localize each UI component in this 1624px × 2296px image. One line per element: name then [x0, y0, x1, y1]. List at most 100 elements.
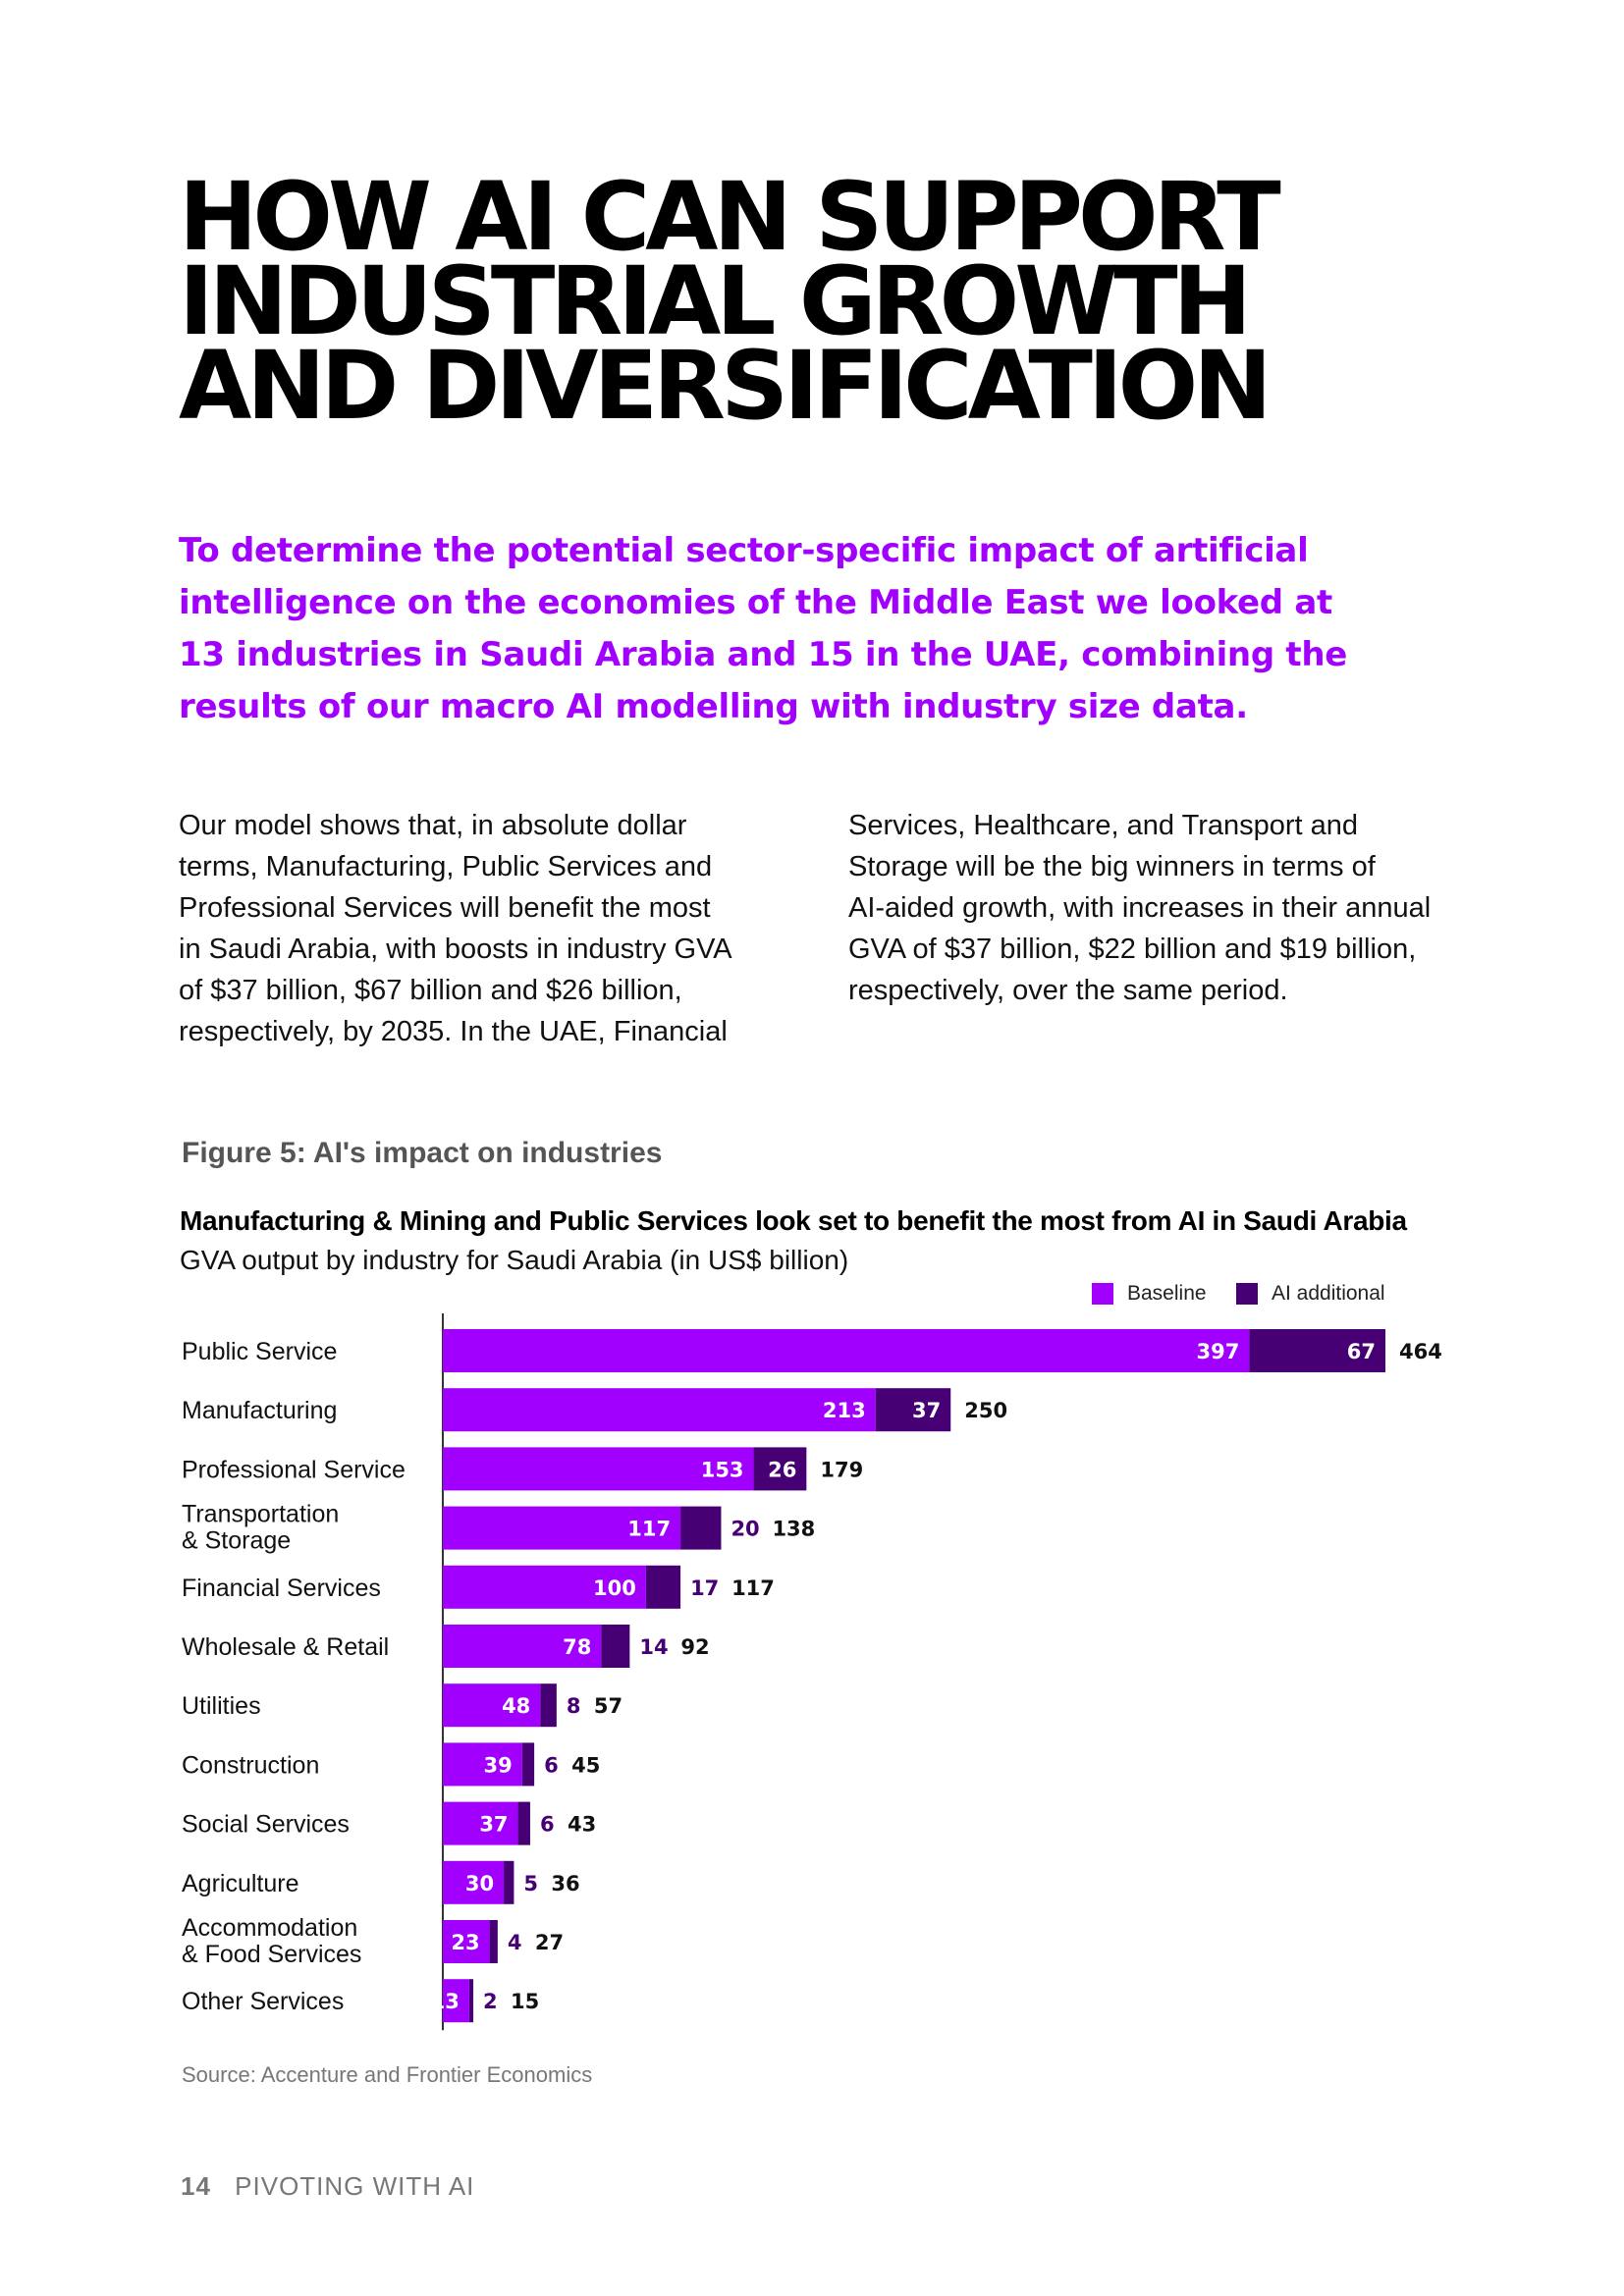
data-label-total: 57 — [594, 1694, 623, 1718]
body-line: respectively, by 2035. In the UAE, Finan… — [179, 1016, 728, 1047]
data-label-total: 45 — [571, 1753, 600, 1777]
intro-paragraph: To determine the potential sector-specif… — [179, 525, 1357, 733]
bar-baseline — [443, 1860, 505, 1904]
intro-line: 13 industries in Saudi Arabia and 15 in … — [179, 635, 1348, 674]
data-label-total: 15 — [511, 1990, 539, 2013]
figure-source: Source: Accenture and Frontier Economics — [182, 2062, 593, 2087]
data-label-total: 36 — [551, 1872, 579, 1896]
legend-item-baseline: Baseline — [1092, 1282, 1207, 1306]
data-label-ai-additional: 4 — [508, 1931, 522, 1954]
data-label-baseline: 37 — [479, 1813, 508, 1837]
category-label: Transportation — [182, 1501, 339, 1528]
page-number: 14 — [181, 2171, 211, 2201]
bar-baseline — [443, 1742, 522, 1787]
data-label-baseline: 117 — [627, 1518, 671, 1541]
body-line: respectively, over the same period. — [848, 975, 1288, 1006]
bar-baseline — [443, 1683, 541, 1728]
bar-baseline — [443, 1801, 518, 1845]
data-label-baseline: 48 — [502, 1694, 530, 1718]
data-label-ai-additional: 5 — [523, 1872, 538, 1896]
category-label: Social Services — [182, 1811, 350, 1839]
bar-ai-additional — [875, 1388, 951, 1432]
category-label: Financial Services — [182, 1575, 381, 1602]
category-label: Wholesale & Retail — [182, 1633, 389, 1661]
heading-line: AND DIVERSIFICATION — [179, 331, 1272, 441]
body-line: of $37 billion, $67 billion and $26 bill… — [179, 975, 682, 1006]
body-line: Our model shows that, in absolute dollar — [179, 810, 687, 841]
bar-baseline — [443, 1920, 490, 1963]
data-label-baseline: 23 — [451, 1931, 479, 1954]
data-label-baseline: 39 — [483, 1753, 512, 1777]
intro-line: To determine the potential sector-specif… — [179, 531, 1309, 570]
bar-ai-additional — [753, 1447, 807, 1491]
publication-name: PIVOTING WITH AI — [235, 2171, 475, 2201]
data-label-total: 43 — [568, 1813, 596, 1837]
data-label-total: 138 — [772, 1518, 815, 1541]
category-label: Construction — [182, 1751, 319, 1779]
bar-ai-additional — [489, 1920, 498, 1963]
body-column-right: Services, Healthcare, and Transport and … — [848, 805, 1477, 1011]
page-heading: HOW AI CAN SUPPORT INDUSTRIAL GROWTH AND… — [179, 162, 1475, 441]
data-label-baseline: 78 — [563, 1635, 591, 1659]
category-label: & Food Services — [182, 1941, 361, 1968]
bar-baseline — [443, 1388, 876, 1432]
bar-ai-additional — [1249, 1329, 1385, 1372]
legend-label-ai-additional: AI additional — [1272, 1282, 1385, 1305]
data-label-total: 92 — [680, 1635, 709, 1659]
data-label-ai-additional: 8 — [567, 1694, 581, 1718]
bar-ai-additional — [540, 1683, 557, 1728]
legend-swatch-ai-additional — [1236, 1283, 1258, 1305]
bar-ai-additional — [521, 1742, 535, 1787]
body-line: Services, Healthcare, and Transport and — [848, 810, 1359, 841]
bar-ai-additional — [517, 1801, 530, 1845]
data-label-total: 179 — [820, 1458, 863, 1481]
chart-subtitle: GVA output by industry for Saudi Arabia … — [180, 1245, 849, 1275]
bar-baseline — [443, 1979, 469, 2023]
category-label: Other Services — [182, 1988, 344, 2015]
category-label: & Storage — [182, 1527, 291, 1555]
bar-chart: Public Service 397 67 464 Manufacturing 213 37… — [182, 1313, 1442, 2031]
body-line: AI-aided growth, with increases in their… — [848, 892, 1432, 924]
data-label-total: 250 — [964, 1399, 1007, 1422]
data-label-ai-additional: 17 — [690, 1576, 719, 1600]
heading-line: INDUSTRIAL GROWTH — [179, 246, 1252, 356]
category-label: Public Service — [182, 1338, 337, 1365]
data-label-baseline: 213 — [823, 1399, 866, 1422]
body-column-left: Our model shows that, in absolute dollar… — [179, 805, 807, 1052]
data-label-ai-additional: 26 — [768, 1458, 796, 1481]
data-label-total: 464 — [1399, 1340, 1442, 1363]
legend-item-ai-additional: AI additional — [1236, 1282, 1385, 1306]
category-label: Agriculture — [182, 1870, 299, 1897]
figure-label: Figure 5: AI's impact on industries — [182, 1137, 663, 1169]
category-label: Utilities — [182, 1692, 261, 1720]
bar-baseline — [443, 1506, 681, 1550]
category-label: Professional Service — [182, 1456, 406, 1483]
data-label-baseline: 100 — [593, 1576, 636, 1600]
data-label-total: 27 — [535, 1931, 564, 1954]
bar-baseline — [443, 1625, 602, 1668]
data-label-ai-additional: 20 — [731, 1518, 759, 1541]
bar-ai-additional — [601, 1625, 630, 1668]
page-footer: 14 PIVOTING WITH AI — [181, 2171, 474, 2202]
body-line: GVA of $37 billion, $22 billion and $19 … — [848, 934, 1417, 965]
body-line: terms, Manufacturing, Public Services an… — [179, 851, 713, 882]
bar-ai-additional — [468, 1979, 474, 2023]
intro-line: results of our macro AI modelling with i… — [179, 687, 1248, 726]
data-label-ai-additional: 67 — [1347, 1340, 1376, 1363]
legend-swatch-baseline — [1092, 1283, 1113, 1305]
bar-baseline — [443, 1329, 1250, 1372]
data-label-total: 117 — [731, 1576, 775, 1600]
heading-line: HOW AI CAN SUPPORT — [179, 162, 1281, 272]
data-label-ai-additional: 6 — [544, 1753, 559, 1777]
bar-baseline — [443, 1447, 754, 1491]
category-label: Manufacturing — [182, 1397, 337, 1424]
data-label-ai-additional: 6 — [540, 1813, 555, 1837]
intro-line: intelligence on the economies of the Mid… — [179, 583, 1332, 622]
bar-ai-additional — [504, 1860, 514, 1904]
legend-label-baseline: Baseline — [1127, 1282, 1207, 1305]
body-line: Storage will be the big winners in terms… — [848, 851, 1376, 882]
data-label-baseline: 397 — [1197, 1340, 1240, 1363]
body-line: Professional Services will benefit the m… — [179, 892, 711, 924]
data-label-baseline: 153 — [701, 1458, 744, 1481]
bar-ai-additional — [680, 1506, 722, 1550]
